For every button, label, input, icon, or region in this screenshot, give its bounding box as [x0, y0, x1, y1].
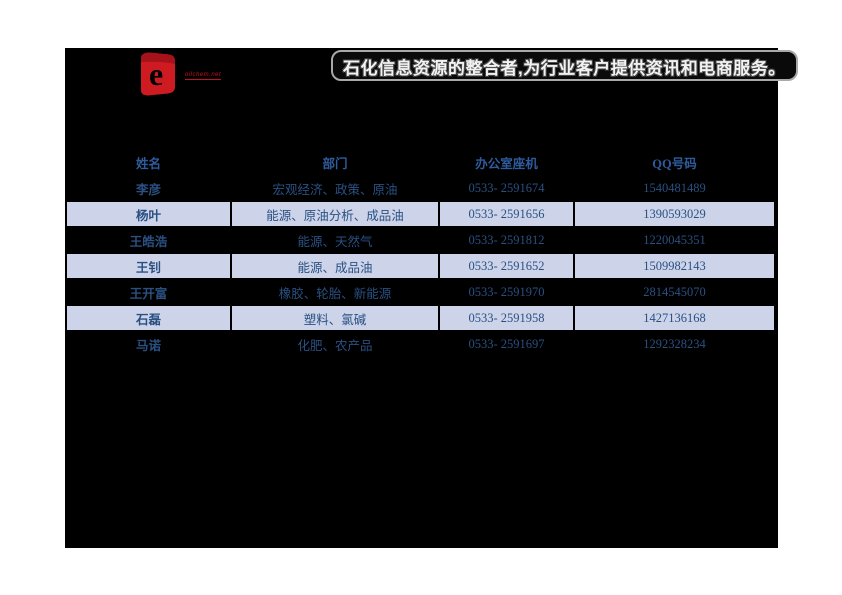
col-header-phone: 办公室座机: [438, 148, 575, 176]
cell-phone: 0533- 2591970: [438, 278, 575, 306]
cell-phone: 0533- 2591656: [438, 200, 575, 228]
cell-dept: 塑料、氯碱: [230, 304, 440, 332]
logo: e oilchem.net: [133, 50, 253, 98]
slide-canvas: e oilchem.net 石化信息资源的整合者,为行业客户提供资讯和电商服务。…: [65, 48, 798, 548]
table-row: 李彦 宏观经济、政策、原油 0533- 2591674 1540481489: [65, 174, 776, 202]
logo-wordmark: oilchem.net: [185, 72, 222, 80]
table-row: 马诺 化肥、农产品 0533- 2591697 1292328234: [65, 330, 776, 358]
cell-qq: 1390593029: [573, 200, 776, 228]
table-row: 王钊 能源、成品油 0533- 2591652 1509982143: [65, 252, 776, 280]
cell-qq: 1220045351: [573, 226, 776, 254]
cell-dept: 能源、原油分析、成品油: [230, 200, 440, 228]
col-header-name: 姓名: [65, 148, 232, 176]
cell-dept: 宏观经济、政策、原油: [230, 174, 440, 202]
cell-name: 王开富: [65, 278, 232, 306]
cell-dept: 能源、天然气: [230, 226, 440, 254]
svg-text:e: e: [149, 56, 163, 92]
col-header-qq: QQ号码: [573, 148, 776, 176]
table-header-row: 姓名 部门 办公室座机 QQ号码: [65, 148, 776, 176]
cell-name: 石磊: [65, 304, 232, 332]
cell-dept: 橡胶、轮胎、新能源: [230, 278, 440, 306]
cell-phone: 0533- 2591958: [438, 304, 575, 332]
cell-dept: 能源、成品油: [230, 252, 440, 280]
cell-qq: 1540481489: [573, 174, 776, 202]
cell-phone: 0533- 2591697: [438, 330, 575, 358]
cell-qq: 2814545070: [573, 278, 776, 306]
table-row: 石磊 塑料、氯碱 0533- 2591958 1427136168: [65, 304, 776, 332]
cell-phone: 0533- 2591812: [438, 226, 575, 254]
cell-dept: 化肥、农产品: [230, 330, 440, 358]
oil-barrel-logo-icon: e: [141, 52, 175, 96]
cell-qq: 1509982143: [573, 252, 776, 280]
cell-qq: 1427136168: [573, 304, 776, 332]
slogan-text: 石化信息资源的整合者,为行业客户提供资讯和电商服务。: [343, 58, 786, 78]
cell-phone: 0533- 2591674: [438, 174, 575, 202]
cell-qq: 1292328234: [573, 330, 776, 358]
table-row: 王开富 橡胶、轮胎、新能源 0533- 2591970 2814545070: [65, 278, 776, 306]
slogan-banner: 石化信息资源的整合者,为行业客户提供资讯和电商服务。: [331, 50, 798, 81]
table-row: 杨叶 能源、原油分析、成品油 0533- 2591656 1390593029: [65, 200, 776, 228]
cell-name: 王钊: [65, 252, 232, 280]
table-row: 王皓浩 能源、天然气 0533- 2591812 1220045351: [65, 226, 776, 254]
contact-table: 姓名 部门 办公室座机 QQ号码 李彦 宏观经济、政策、原油 0533- 259…: [65, 148, 776, 358]
cell-name: 马诺: [65, 330, 232, 358]
cell-phone: 0533- 2591652: [438, 252, 575, 280]
cell-name: 杨叶: [65, 200, 232, 228]
cell-name: 王皓浩: [65, 226, 232, 254]
col-header-dept: 部门: [230, 148, 440, 176]
cell-name: 李彦: [65, 174, 232, 202]
